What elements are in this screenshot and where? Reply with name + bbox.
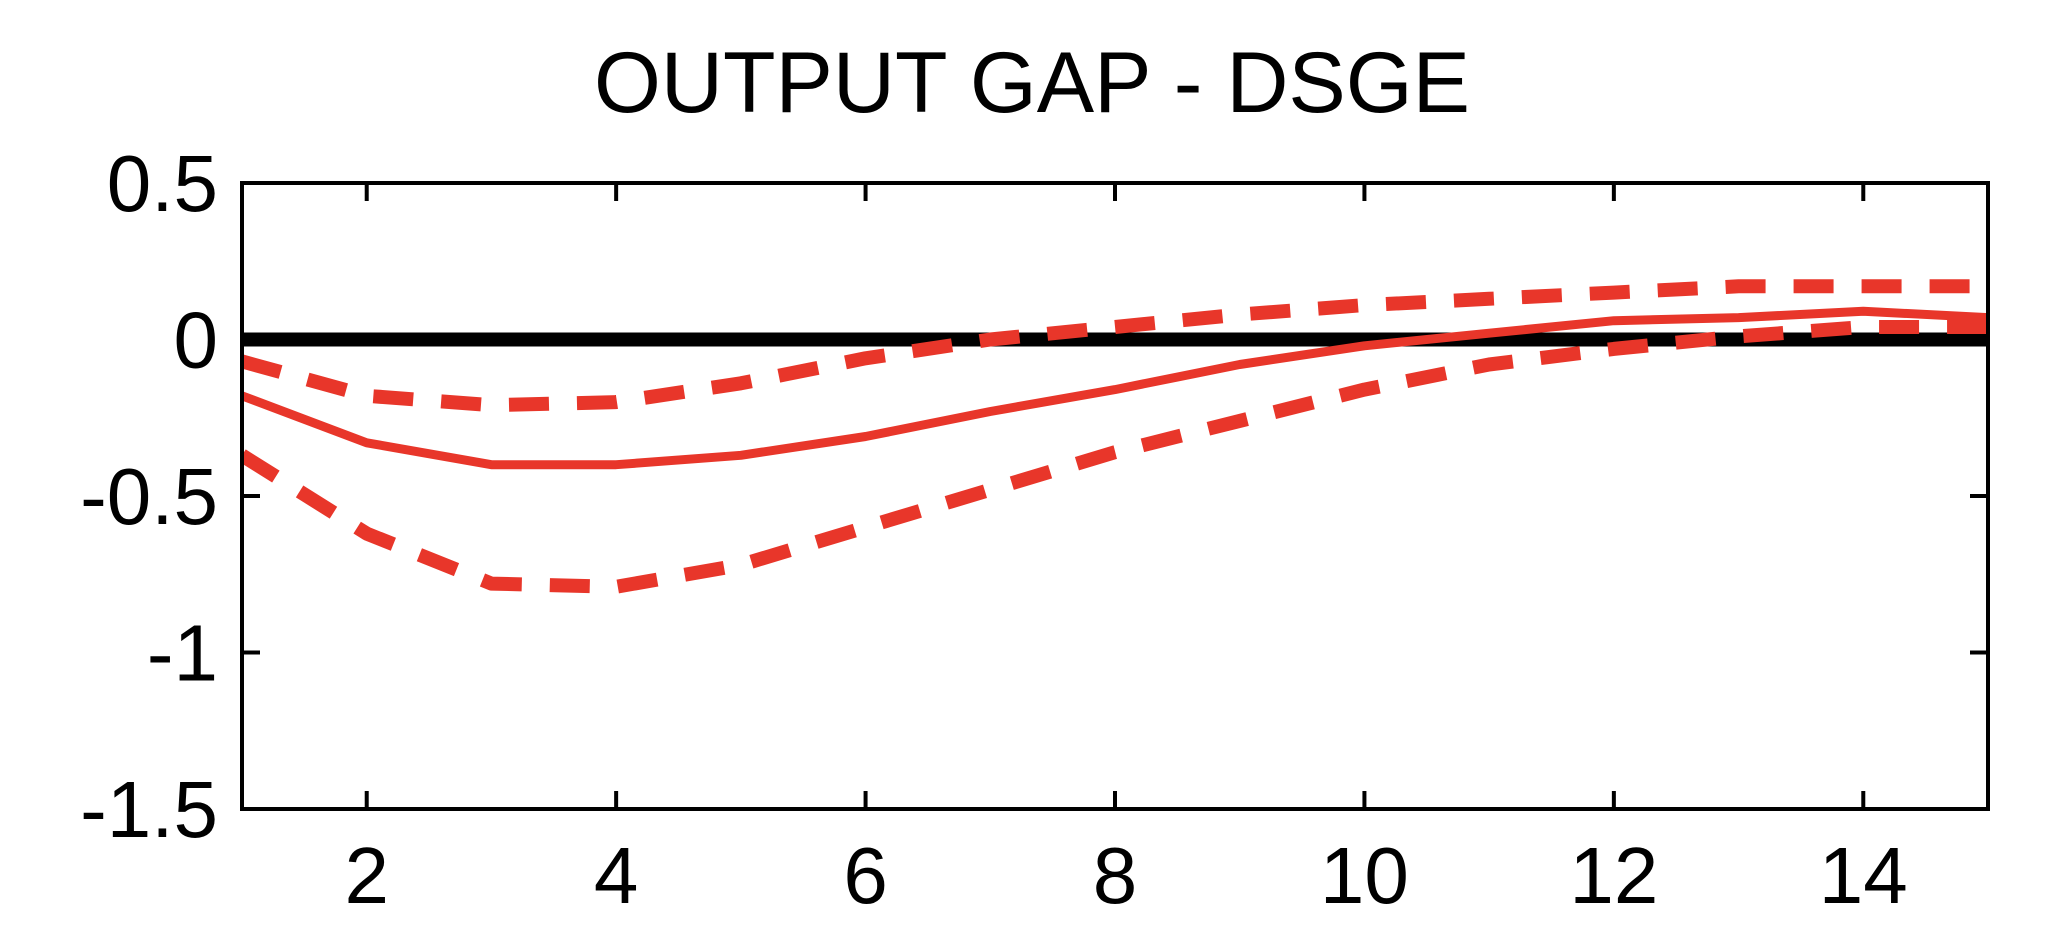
chart-title: OUTPUT GAP - DSGE: [594, 35, 1470, 131]
y-tick-label: 0: [174, 296, 219, 385]
y-tick-label: -1.5: [80, 765, 218, 854]
x-tick-label: 12: [1569, 831, 1658, 920]
x-tick-label: 6: [843, 831, 888, 920]
x-tick-label: 10: [1320, 831, 1409, 920]
x-tick-label: 14: [1819, 831, 1908, 920]
x-tick-label: 2: [344, 831, 389, 920]
plot-area: [242, 286, 1988, 587]
y-tick-label: 0.5: [107, 139, 218, 228]
y-tick-label: -1: [147, 609, 218, 698]
series-line-lower-band: [242, 327, 1988, 587]
y-tick-label: -0.5: [80, 452, 218, 541]
plot-frame: [242, 183, 1988, 809]
x-tick-label: 4: [594, 831, 639, 920]
x-tick-label: 8: [1093, 831, 1138, 920]
